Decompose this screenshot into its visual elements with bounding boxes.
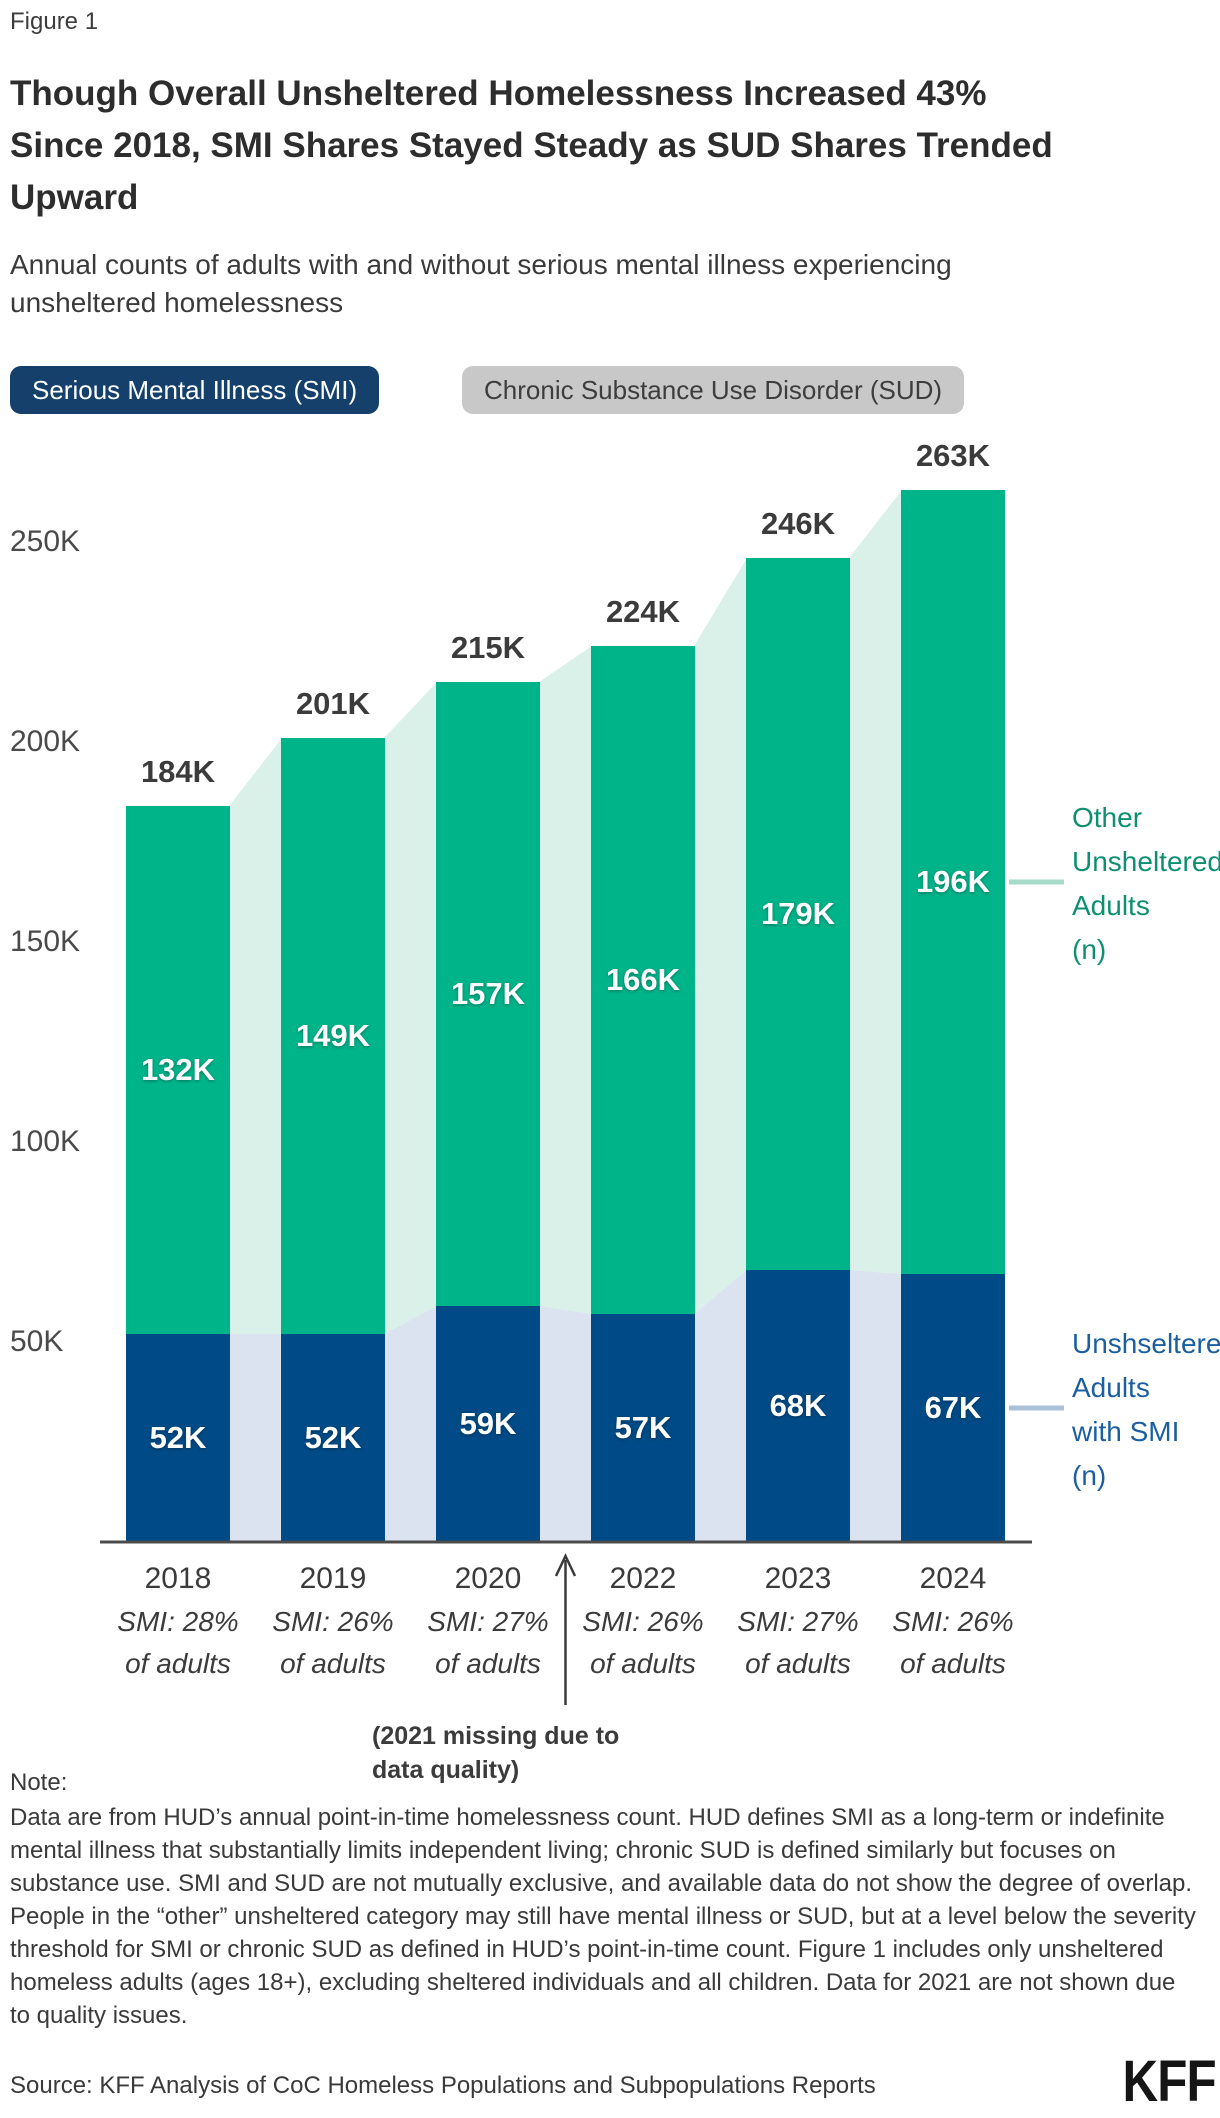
connector-band-other — [384, 682, 437, 1334]
connector-band-other — [849, 490, 902, 1274]
annotation-smi-line: Adults — [1072, 1372, 1150, 1403]
legend-toggle-smi[interactable]: Serious Mental Illness (SMI) — [10, 366, 380, 414]
smi-value-label-2023: 68K — [769, 1388, 827, 1423]
bar-segment-smi-2022 — [591, 1314, 695, 1542]
page-subtitle: Annual counts of adults with and without… — [10, 246, 1200, 322]
annotation-smi-line: Unshseltered — [1072, 1328, 1220, 1359]
x-axis-share2-2023: of adults — [745, 1648, 851, 1679]
x-axis-share-2023: SMI: 27% — [737, 1606, 859, 1637]
bar-segment-smi-2024 — [901, 1274, 1005, 1542]
title-line: Though Overall Unsheltered Homelessness … — [10, 74, 987, 113]
annotation-other-line: Unsheltered — [1072, 846, 1220, 877]
x-axis-year-2023: 2023 — [764, 1562, 832, 1595]
x-axis-share-2018: SMI: 28% — [117, 1606, 239, 1637]
annotation-other-line: Other — [1072, 802, 1143, 833]
title-line: Upward — [10, 178, 139, 217]
bar-segment-other-2020 — [436, 682, 540, 1306]
note-label: Note: — [10, 1769, 68, 1796]
bar-segment-smi-2023 — [746, 1270, 850, 1542]
bar-segment-other-2018 — [126, 806, 230, 1334]
missing-note-line: data quality) — [372, 1756, 520, 1784]
source-text: Source: KFF Analysis of CoC Homeless Pop… — [10, 2072, 876, 2099]
connector-band-other — [229, 738, 282, 1334]
y-axis-tick-50K: 50K — [10, 1325, 64, 1358]
missing-2021-arrowhead — [554, 1553, 577, 1577]
bar-segment-smi-2020 — [436, 1306, 540, 1542]
x-axis-year-2020: 2020 — [454, 1562, 522, 1595]
smi-value-label-2020: 59K — [459, 1406, 517, 1441]
title-line: Since 2018, SMI Shares Stayed Steady as … — [10, 126, 1053, 165]
page-title: Though Overall Unsheltered Homelessness … — [10, 68, 1200, 224]
figure-label: Figure 1 — [10, 8, 99, 35]
x-axis-year-2022: 2022 — [609, 1562, 677, 1595]
x-axis-share2-2018: of adults — [125, 1648, 231, 1679]
x-axis-share2-2020: of adults — [435, 1648, 541, 1679]
bar-segment-other-2024 — [901, 490, 1005, 1274]
connector-band-other — [539, 646, 592, 1314]
x-axis-share-2022: SMI: 26% — [582, 1606, 704, 1637]
x-axis-share-2024: SMI: 26% — [892, 1606, 1014, 1637]
smi-value-label-2018: 52K — [149, 1420, 207, 1455]
subtitle-line: unsheltered homelessness — [10, 287, 344, 318]
annotation-other-unsheltered-adults: Other Unsheltered Adults (n) — [1072, 796, 1220, 972]
connector-band-smi — [384, 1306, 437, 1542]
smi-value-label-2019: 52K — [304, 1420, 362, 1455]
legend-toggle-sud[interactable]: Chronic Substance Use Disorder (SUD) — [462, 366, 965, 414]
subtitle-line: Annual counts of adults with and without… — [10, 249, 952, 280]
smi-value-label-2022: 57K — [614, 1410, 672, 1445]
annotation-unsheltered-adults-with-smi: Unshseltered Adults with SMI (n) — [1072, 1322, 1220, 1498]
connector-band-smi — [229, 1334, 282, 1542]
bar-segment-other-2022 — [591, 646, 695, 1314]
x-axis-year-2024: 2024 — [919, 1562, 987, 1595]
x-axis-share2-2024: of adults — [900, 1648, 1006, 1679]
other-value-label-2019: 149K — [295, 1018, 371, 1053]
smi-value-label-2024: 67K — [924, 1390, 982, 1425]
other-value-label-2022: 166K — [605, 962, 681, 997]
other-value-label-2018: 132K — [140, 1052, 216, 1087]
total-label-2024: 263K — [915, 438, 991, 473]
annotation-smi-line: with SMI — [1072, 1416, 1180, 1447]
missing-note-line: (2021 missing due to — [372, 1722, 620, 1750]
connector-band-smi — [849, 1270, 902, 1542]
x-axis-year-2019: 2019 — [299, 1562, 367, 1595]
y-axis-tick-150K: 150K — [10, 925, 81, 958]
annotation-other-line: (n) — [1072, 934, 1107, 965]
other-value-label-2023: 179K — [760, 896, 836, 931]
note-text: Data are from HUD’s annual point-in-time… — [10, 1804, 1196, 2029]
x-axis-share-2019: SMI: 26% — [272, 1606, 394, 1637]
annotation-smi-line: (n) — [1072, 1460, 1107, 1491]
y-axis-tick-100K: 100K — [10, 1125, 81, 1158]
other-value-label-2024: 196K — [915, 864, 991, 899]
x-axis-share2-2022: of adults — [590, 1648, 696, 1679]
y-axis-tick-250K: 250K — [10, 525, 81, 558]
total-label-2022: 224K — [605, 594, 681, 629]
bar-segment-smi-2019 — [281, 1334, 385, 1542]
bar-segment-other-2019 — [281, 738, 385, 1334]
x-axis-year-2018: 2018 — [144, 1562, 212, 1595]
x-axis-share2-2019: of adults — [280, 1648, 386, 1679]
missing-2021-note: (2021 missing due to data quality) — [372, 1719, 619, 1787]
annotation-other-line: Adults — [1072, 890, 1150, 921]
connector-band-smi — [539, 1306, 592, 1542]
total-label-2019: 201K — [295, 686, 371, 721]
total-label-2023: 246K — [760, 506, 836, 541]
total-label-2018: 184K — [140, 754, 216, 789]
connector-band-other — [694, 558, 747, 1314]
x-axis-share-2020: SMI: 27% — [427, 1606, 549, 1637]
total-label-2020: 215K — [450, 630, 526, 665]
other-value-label-2020: 157K — [450, 976, 526, 1011]
connector-band-smi — [694, 1270, 747, 1542]
bar-segment-smi-2018 — [126, 1334, 230, 1542]
y-axis-tick-200K: 200K — [10, 725, 81, 758]
kff-logo: KFF — [1122, 2049, 1217, 2114]
bar-segment-other-2023 — [746, 558, 850, 1270]
